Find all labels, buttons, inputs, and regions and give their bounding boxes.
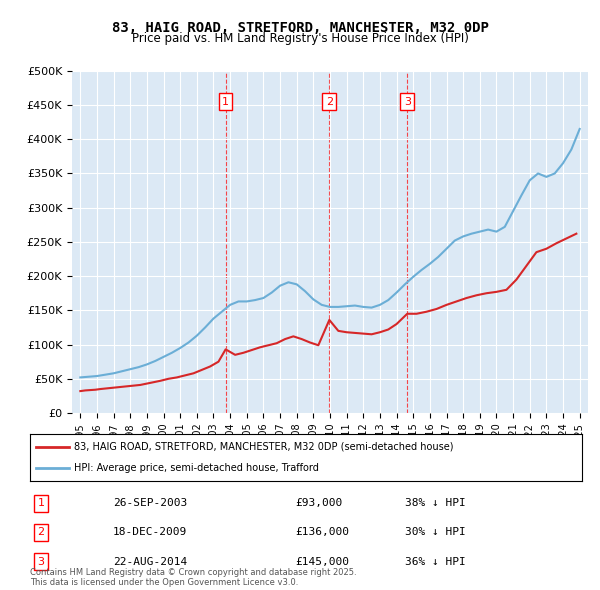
Text: £93,000: £93,000 (295, 498, 342, 508)
Text: £136,000: £136,000 (295, 527, 349, 537)
Text: 3: 3 (404, 97, 411, 107)
Text: 1: 1 (38, 498, 44, 508)
Text: 18-DEC-2009: 18-DEC-2009 (113, 527, 187, 537)
Text: 83, HAIG ROAD, STRETFORD, MANCHESTER, M32 0DP: 83, HAIG ROAD, STRETFORD, MANCHESTER, M3… (112, 21, 488, 35)
Text: 83, HAIG ROAD, STRETFORD, MANCHESTER, M32 0DP (semi-detached house): 83, HAIG ROAD, STRETFORD, MANCHESTER, M3… (74, 442, 454, 452)
Text: 38% ↓ HPI: 38% ↓ HPI (406, 498, 466, 508)
Text: Contains HM Land Registry data © Crown copyright and database right 2025.
This d: Contains HM Land Registry data © Crown c… (30, 568, 356, 587)
Text: 36% ↓ HPI: 36% ↓ HPI (406, 557, 466, 567)
Text: 22-AUG-2014: 22-AUG-2014 (113, 557, 187, 567)
Text: 30% ↓ HPI: 30% ↓ HPI (406, 527, 466, 537)
Text: £145,000: £145,000 (295, 557, 349, 567)
Text: 2: 2 (326, 97, 333, 107)
Text: 3: 3 (38, 557, 44, 567)
Text: 2: 2 (37, 527, 44, 537)
Text: HPI: Average price, semi-detached house, Trafford: HPI: Average price, semi-detached house,… (74, 463, 319, 473)
Text: 26-SEP-2003: 26-SEP-2003 (113, 498, 187, 508)
Text: Price paid vs. HM Land Registry's House Price Index (HPI): Price paid vs. HM Land Registry's House … (131, 32, 469, 45)
Text: 1: 1 (222, 97, 229, 107)
